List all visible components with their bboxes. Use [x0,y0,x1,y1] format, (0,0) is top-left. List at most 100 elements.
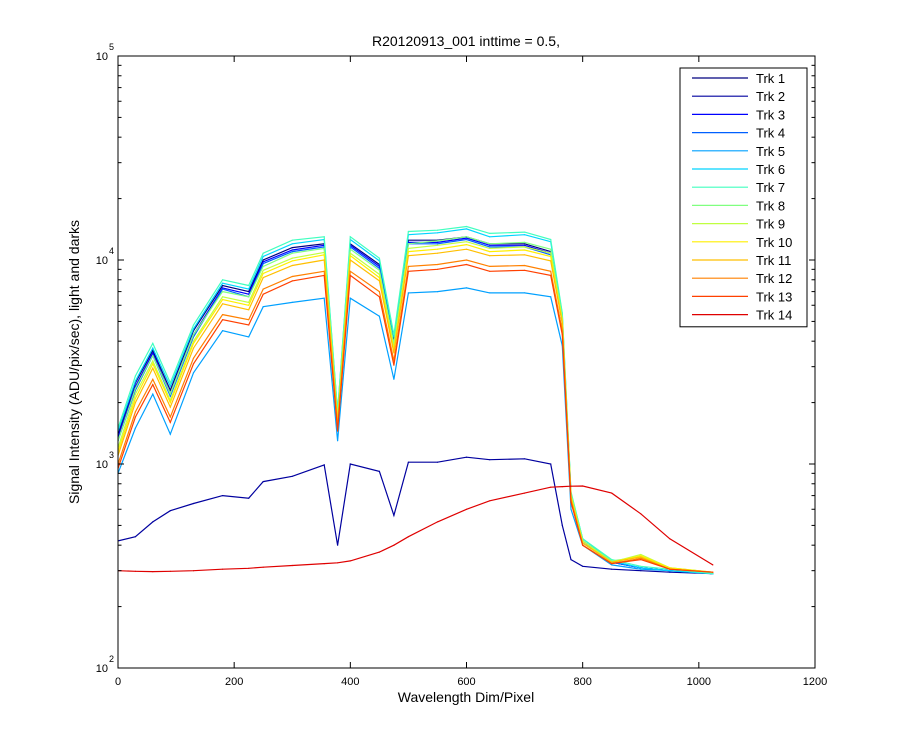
data-point [489,265,491,267]
data-point [349,236,351,238]
data-point [169,406,171,408]
data-point [222,303,224,305]
data-point [323,251,325,253]
data-point [192,342,195,344]
data-point [152,342,154,344]
data-point [248,324,250,326]
data-point [262,277,264,279]
data-point [669,568,671,570]
legend-label: Trk 13 [756,289,792,304]
data-point [192,502,195,505]
legend-label: Trk 5 [756,144,785,159]
data-point [248,304,250,306]
data-point [134,427,136,429]
data-point [262,265,264,267]
data-point [262,293,264,295]
data-point [489,232,491,234]
data-point [134,380,136,382]
data-point [152,347,154,349]
data-point [192,570,195,572]
data-point [134,411,136,413]
data-point [169,510,171,512]
data-point [378,265,380,267]
legend-label: Trk 4 [756,126,785,141]
data-point [192,334,195,336]
data-point [169,382,171,384]
data-point [407,461,409,463]
data-point [669,571,671,573]
data-point [436,240,439,242]
data-point [465,225,468,228]
data-point [337,430,339,432]
data-point [378,315,380,317]
data-point [524,231,526,233]
data-point [262,288,264,290]
data-point [436,229,439,231]
data-point [465,236,468,238]
series-layer [118,225,714,575]
data-point [378,273,380,275]
data-point [524,249,526,251]
data-point [489,244,491,246]
data-point [192,357,195,359]
data-point [378,280,380,282]
data-point [337,562,339,564]
data-point [465,248,468,250]
data-point [524,234,526,236]
data-point [465,238,468,241]
data-point [640,557,642,559]
legend-label: Trk 7 [756,180,785,195]
data-point [524,243,526,245]
legend-label: Trk 3 [756,107,785,122]
data-point [291,252,293,254]
chart-title: R20120913_001 inttime = 0.5, [372,33,560,49]
data-point [169,421,171,423]
data-point [436,252,439,254]
data-point [248,319,250,321]
data-point [291,243,293,245]
data-point [222,568,224,570]
data-point [570,485,572,487]
y-tick-exponent: 5 [109,42,114,52]
data-point [407,265,409,267]
data-point [349,255,351,257]
data-point [669,570,671,572]
data-point [561,524,563,527]
data-point [349,463,351,465]
data-point [378,296,380,298]
legend-label: Trk 10 [756,235,792,250]
data-point [248,336,250,338]
data-point [550,270,552,272]
legend-label: Trk 12 [756,271,792,286]
data-point [169,570,171,572]
data-point [323,259,325,261]
data-point [465,244,468,246]
data-point [378,277,380,279]
data-point [550,463,552,465]
data-point [291,247,293,249]
data-point [524,264,526,267]
data-point [222,282,224,284]
data-point [393,334,395,336]
data-point [134,570,136,572]
data-point [349,560,351,562]
data-point [393,544,395,546]
data-point [524,292,526,294]
data-point [640,553,642,556]
data-point [222,319,224,321]
data-point [152,393,154,395]
y-tick-exponent: 3 [109,450,114,460]
data-point [489,251,491,253]
data-point [248,301,250,303]
data-point [407,536,409,538]
data-point [169,389,171,391]
data-point [561,334,563,336]
data-point [436,241,439,243]
legend-label: Trk 2 [756,89,785,104]
data-point [582,565,584,567]
data-point [192,340,195,342]
data-point [337,440,339,442]
data-point [712,564,714,566]
data-point [192,324,195,326]
data-point [152,384,154,386]
